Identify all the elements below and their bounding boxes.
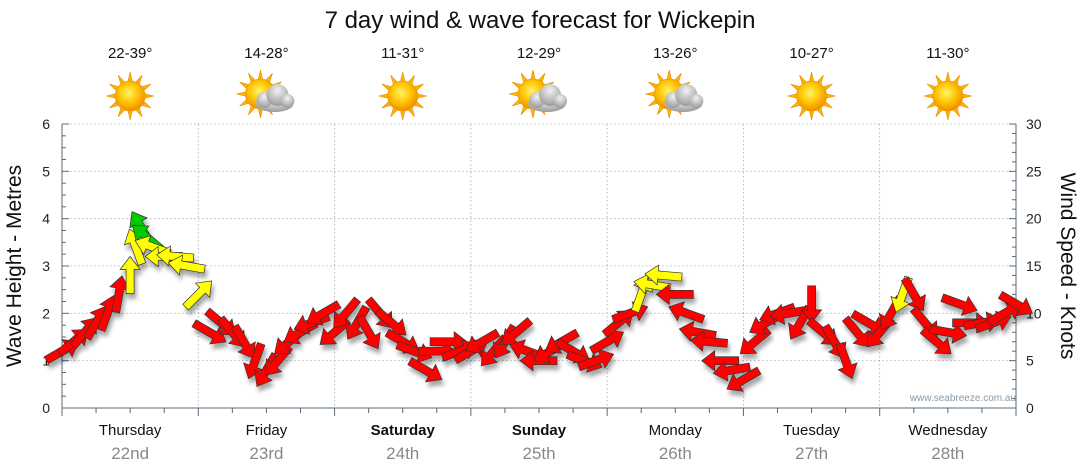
wind-arrow bbox=[345, 304, 371, 340]
day-date: 28th bbox=[931, 444, 964, 463]
day-date: 25th bbox=[522, 444, 555, 463]
y-left-tick-label: 2 bbox=[42, 305, 50, 321]
daily-weather-header: 22-39° 14-28° 11-31° 12-29° 13-26° 10-27° 11-3… bbox=[106, 45, 972, 121]
cloud-shape bbox=[528, 84, 567, 112]
sun-icon bbox=[923, 71, 972, 121]
wind-arrow bbox=[769, 303, 808, 325]
chart-title: 7 day wind & wave forecast for Wickepin bbox=[325, 7, 756, 34]
cloud-shape bbox=[664, 84, 704, 112]
wind-arrow bbox=[465, 328, 501, 354]
y-axis-right-title: Wind Speed - Knots bbox=[1056, 173, 1079, 360]
wind-arrow bbox=[997, 290, 1033, 317]
y-right-tick-label: 25 bbox=[1026, 163, 1042, 179]
y-left-tick-label: 5 bbox=[42, 163, 50, 179]
y-left-tick-label: 3 bbox=[42, 258, 50, 274]
day-label: Tuesday bbox=[783, 422, 840, 439]
day-temp-range: 12-29° bbox=[517, 45, 561, 62]
y-right-tick-label: 15 bbox=[1026, 258, 1042, 274]
day-temp-range: 11-31° bbox=[381, 45, 424, 62]
day-date: 23rd bbox=[249, 444, 283, 463]
wind-arrow bbox=[841, 315, 870, 348]
y-right-tick-label: 30 bbox=[1026, 116, 1042, 132]
wind-arrow bbox=[800, 285, 823, 324]
wind-arrow bbox=[655, 283, 694, 306]
y-left-tick-label: 6 bbox=[42, 116, 50, 132]
wind-arrow bbox=[230, 323, 256, 359]
day-labels: Thursday 22nd Friday 23rd Saturday 24th Sunday… bbox=[99, 422, 988, 463]
sun-icon bbox=[787, 71, 836, 121]
wind-arrow bbox=[501, 317, 534, 345]
wind-arrow bbox=[726, 366, 762, 392]
day-temp-range: 11-30° bbox=[926, 45, 969, 62]
day-date: 22nd bbox=[111, 444, 149, 463]
wind-arrow bbox=[633, 273, 672, 295]
wind-arrow bbox=[689, 330, 729, 352]
wind-arrow bbox=[678, 320, 717, 342]
y-axis-left-title: Wave Height - Metres bbox=[3, 165, 26, 367]
sun-cloud-icon bbox=[645, 69, 704, 119]
wind-arrow bbox=[940, 293, 978, 316]
wind-arrow bbox=[182, 280, 213, 311]
wind-arrow bbox=[407, 357, 443, 383]
wind-arrow bbox=[167, 254, 206, 276]
sun-icon bbox=[378, 71, 427, 121]
sun-disc bbox=[114, 80, 146, 112]
wind-arrow bbox=[243, 341, 266, 380]
wind-arrow bbox=[333, 296, 362, 329]
day-temp-range: 10-27° bbox=[789, 45, 833, 62]
wind-arrow bbox=[119, 255, 141, 294]
sun-disc bbox=[796, 80, 827, 112]
day-temp-range: 22-39° bbox=[108, 45, 152, 62]
wind-arrow bbox=[644, 264, 683, 286]
day-label: Friday bbox=[246, 422, 288, 439]
sun-icon bbox=[106, 71, 155, 121]
day-date: 24th bbox=[386, 444, 419, 463]
wind-arrow bbox=[929, 322, 968, 344]
day-date: 27th bbox=[795, 444, 828, 463]
wind-arrow bbox=[919, 326, 952, 355]
y-left-tick-label: 0 bbox=[42, 400, 50, 416]
day-label: Sunday bbox=[512, 422, 567, 439]
day-temp-range: 14-28° bbox=[244, 45, 288, 62]
wind-arrow bbox=[306, 300, 342, 326]
day-label: Thursday bbox=[99, 422, 162, 439]
wind-arrow bbox=[577, 348, 615, 372]
wind-arrow bbox=[835, 341, 858, 380]
credit-text: www.seabreeze.com.au bbox=[909, 393, 1016, 404]
day-label: Saturday bbox=[371, 422, 436, 439]
y-left-tick-label: 4 bbox=[42, 211, 50, 227]
y-right-tick-label: 5 bbox=[1026, 353, 1034, 369]
wind-arrow bbox=[701, 349, 740, 372]
day-date: 26th bbox=[659, 444, 692, 463]
y-right-tick-label: 0 bbox=[1026, 400, 1034, 416]
wind-arrow bbox=[712, 360, 751, 382]
sun-disc bbox=[387, 80, 419, 112]
cloud-shape bbox=[255, 84, 295, 112]
sun-cloud-icon bbox=[236, 69, 295, 119]
sun-disc bbox=[932, 80, 964, 112]
wind-arrow bbox=[355, 314, 381, 350]
y-right-tick-label: 20 bbox=[1026, 211, 1042, 227]
y-left-tick-label: 1 bbox=[42, 353, 50, 369]
wind-arrow bbox=[986, 301, 1022, 327]
sun-cloud-icon bbox=[508, 69, 567, 119]
day-temp-range: 13-26° bbox=[653, 45, 697, 62]
day-label: Wednesday bbox=[908, 422, 987, 439]
wind-arrow bbox=[668, 301, 706, 324]
day-label: Monday bbox=[649, 422, 703, 439]
wind-arrow bbox=[191, 319, 227, 345]
wind-arrow bbox=[156, 245, 195, 267]
wind-arrows bbox=[43, 211, 1033, 392]
